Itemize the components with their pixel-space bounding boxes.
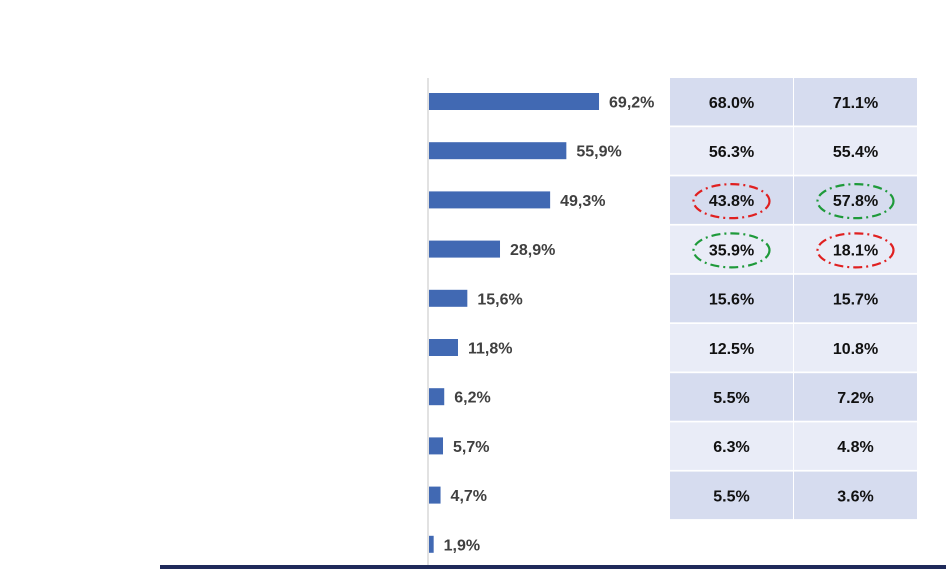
table-cell-bg-r9-c2 (794, 471, 917, 520)
bar-3 (429, 191, 551, 209)
table-cell-bg-r5-c2 (794, 274, 917, 323)
table-cell-r9-c2: 3.6% (837, 488, 873, 505)
bar-value-label-9: 4,7% (451, 488, 487, 505)
bar-value-label-7: 6,2% (454, 390, 490, 407)
table-cell-bg-r5-c1 (670, 274, 793, 323)
table-cell-bg-r6-c1 (670, 324, 793, 372)
table-cell-bg-r8-c2 (794, 422, 917, 470)
table-cell-r8-c1: 6.3% (713, 439, 749, 456)
table-cell-bg-r7-c1 (670, 373, 793, 421)
table-cell-r1-c1: 68.0% (709, 95, 754, 112)
bar-5 (429, 289, 468, 307)
bar-6 (429, 339, 458, 356)
table-cell-r3-c1: 43.8% (709, 193, 754, 210)
comparison-table: 68.0% 71.1% 56.3% 55.4% 43.8% 57.8% 35.9% 18.1%… (670, 78, 917, 520)
highlight-ellipse-1 (692, 183, 771, 220)
bar-value-label-1: 69,2% (609, 95, 654, 112)
table-cell-r7-c2: 7.2% (837, 390, 873, 407)
table-cell-r5-c2: 15.7% (833, 292, 878, 309)
table-cell-r1-c2: 71.1% (833, 95, 878, 112)
table-cell-bg-r8-c1 (670, 422, 793, 470)
bottom-border (160, 565, 946, 569)
table-cell-bg-r2-c1 (670, 127, 793, 175)
highlight-ellipse-4 (816, 232, 895, 269)
table-cell-r3-c2: 57.8% (833, 193, 878, 210)
table-cell-bg-r1-c2 (794, 78, 917, 126)
bars-layer: 69,2% 55,9% 49,3% 28,9% 15,6% 11,8% 6,2% 5,7% 4,… (429, 93, 654, 554)
bar-4 (429, 240, 501, 258)
table-cell-bg-r6-c2 (794, 324, 917, 372)
table-cell-bg-r1-c1 (670, 78, 793, 126)
table-cell-r8-c2: 4.8% (837, 439, 873, 456)
bar-value-label-2: 55,9% (576, 144, 621, 161)
table-cell-bg-r7-c2 (794, 373, 917, 421)
bar-9 (429, 486, 441, 504)
highlight-ellipse-3 (692, 232, 771, 269)
bar-10 (429, 535, 434, 553)
table-cell-r6-c1: 12.5% (709, 341, 754, 358)
bar-1 (429, 93, 600, 110)
bar-value-label-8: 5,7% (453, 439, 489, 456)
bar-value-label-3: 49,3% (560, 193, 605, 210)
table-cell-r4-c2: 18.1% (833, 242, 878, 259)
highlight-ellipse-2 (816, 183, 895, 220)
table-cell-r9-c1: 5.5% (713, 488, 749, 505)
bar-value-label-6: 11,8% (468, 341, 512, 358)
table-cell-r4-c1: 35.9% (709, 242, 754, 259)
bar-value-label-5: 15,6% (477, 291, 522, 308)
bar-value-label-10: 1,9% (444, 537, 480, 554)
table-cell-bg-r2-c2 (794, 127, 917, 175)
bar-value-label-4: 28,9% (510, 242, 555, 259)
table-cell-bg-r9-c1 (670, 471, 793, 520)
bar-2 (429, 142, 567, 160)
table-cell-r7-c1: 5.5% (713, 390, 749, 407)
table-cell-r5-c1: 15.6% (709, 292, 754, 309)
table-cell-r6-c2: 10.8% (833, 341, 878, 358)
bar-7 (429, 388, 445, 406)
table-cell-r2-c1: 56.3% (709, 144, 754, 161)
bar-8 (429, 437, 444, 455)
table-cell-r2-c2: 55.4% (833, 144, 878, 161)
